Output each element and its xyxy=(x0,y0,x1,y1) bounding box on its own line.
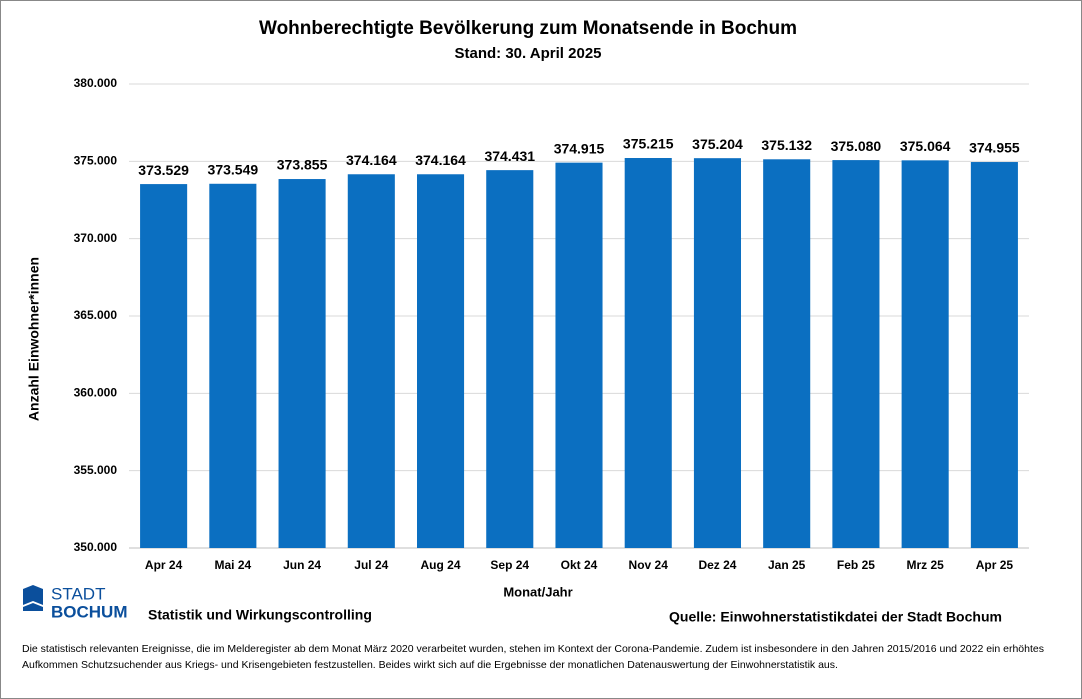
x-tick-label: Nov 24 xyxy=(629,558,669,572)
bar xyxy=(209,183,257,549)
logo-text: STADT xyxy=(51,584,105,603)
bar xyxy=(140,184,188,549)
bar xyxy=(693,158,741,548)
value-label: 375.132 xyxy=(761,137,812,153)
chart-title: Wohnberechtigte Bevölkerung zum Monatsen… xyxy=(259,18,797,39)
x-tick-label: Apr 24 xyxy=(145,558,183,572)
value-label: 374.164 xyxy=(346,152,397,168)
x-tick-label: Mai 24 xyxy=(215,558,252,572)
footnote: Die statistisch relevanten Ereignisse, d… xyxy=(22,643,1044,671)
value-label: 374.955 xyxy=(969,140,1020,156)
x-tick-label: Jun 24 xyxy=(283,558,321,572)
x-axis-label: Monat/Jahr xyxy=(503,584,572,599)
value-label: 373.529 xyxy=(138,162,189,178)
y-tick-label: 375.000 xyxy=(74,154,118,168)
value-label: 375.215 xyxy=(623,136,674,152)
x-tick-label: Mrz 25 xyxy=(906,558,944,572)
x-tick-label: Feb 25 xyxy=(837,558,875,572)
chart-subtitle: Stand: 30. April 2025 xyxy=(455,45,602,62)
y-axis-label: Anzahl Einwohner*innen xyxy=(26,257,42,421)
value-label: 373.549 xyxy=(208,161,259,177)
value-label: 374.164 xyxy=(415,152,466,168)
x-tick-label: Jul 24 xyxy=(354,558,388,572)
bar xyxy=(486,170,534,549)
x-tick-label: Apr 25 xyxy=(976,558,1014,572)
bar xyxy=(832,160,880,548)
logo-icon xyxy=(23,585,43,611)
bar xyxy=(624,158,672,548)
value-label: 375.080 xyxy=(831,138,882,154)
bar xyxy=(763,159,811,548)
x-tick-label: Dez 24 xyxy=(698,558,736,572)
x-tick-label: Sep 24 xyxy=(490,558,529,572)
bar xyxy=(970,162,1018,548)
value-label: 374.431 xyxy=(484,148,535,164)
logo-text: BOCHUM xyxy=(51,602,128,621)
value-label: 375.064 xyxy=(900,138,951,154)
bar xyxy=(555,162,603,548)
source: Quelle: Einwohnerstatistikdatei der Stad… xyxy=(669,609,1002,625)
y-tick-label: 380.000 xyxy=(74,76,118,90)
y-tick-label: 350.000 xyxy=(74,540,118,554)
department: Statistik und Wirkungscontrolling xyxy=(148,607,372,623)
y-tick-label: 360.000 xyxy=(74,386,118,400)
value-label: 375.204 xyxy=(692,136,743,152)
y-tick-label: 370.000 xyxy=(74,231,118,245)
bar xyxy=(347,174,395,548)
x-tick-label: Aug 24 xyxy=(421,558,461,572)
bar xyxy=(901,160,949,549)
value-label: 373.855 xyxy=(277,157,328,173)
x-tick-label: Okt 24 xyxy=(561,558,598,572)
y-tick-label: 365.000 xyxy=(74,308,118,322)
value-label: 374.915 xyxy=(554,140,605,156)
y-tick-label: 355.000 xyxy=(74,463,118,477)
bar xyxy=(278,179,326,548)
bar xyxy=(417,174,465,548)
x-tick-label: Jan 25 xyxy=(768,558,806,572)
